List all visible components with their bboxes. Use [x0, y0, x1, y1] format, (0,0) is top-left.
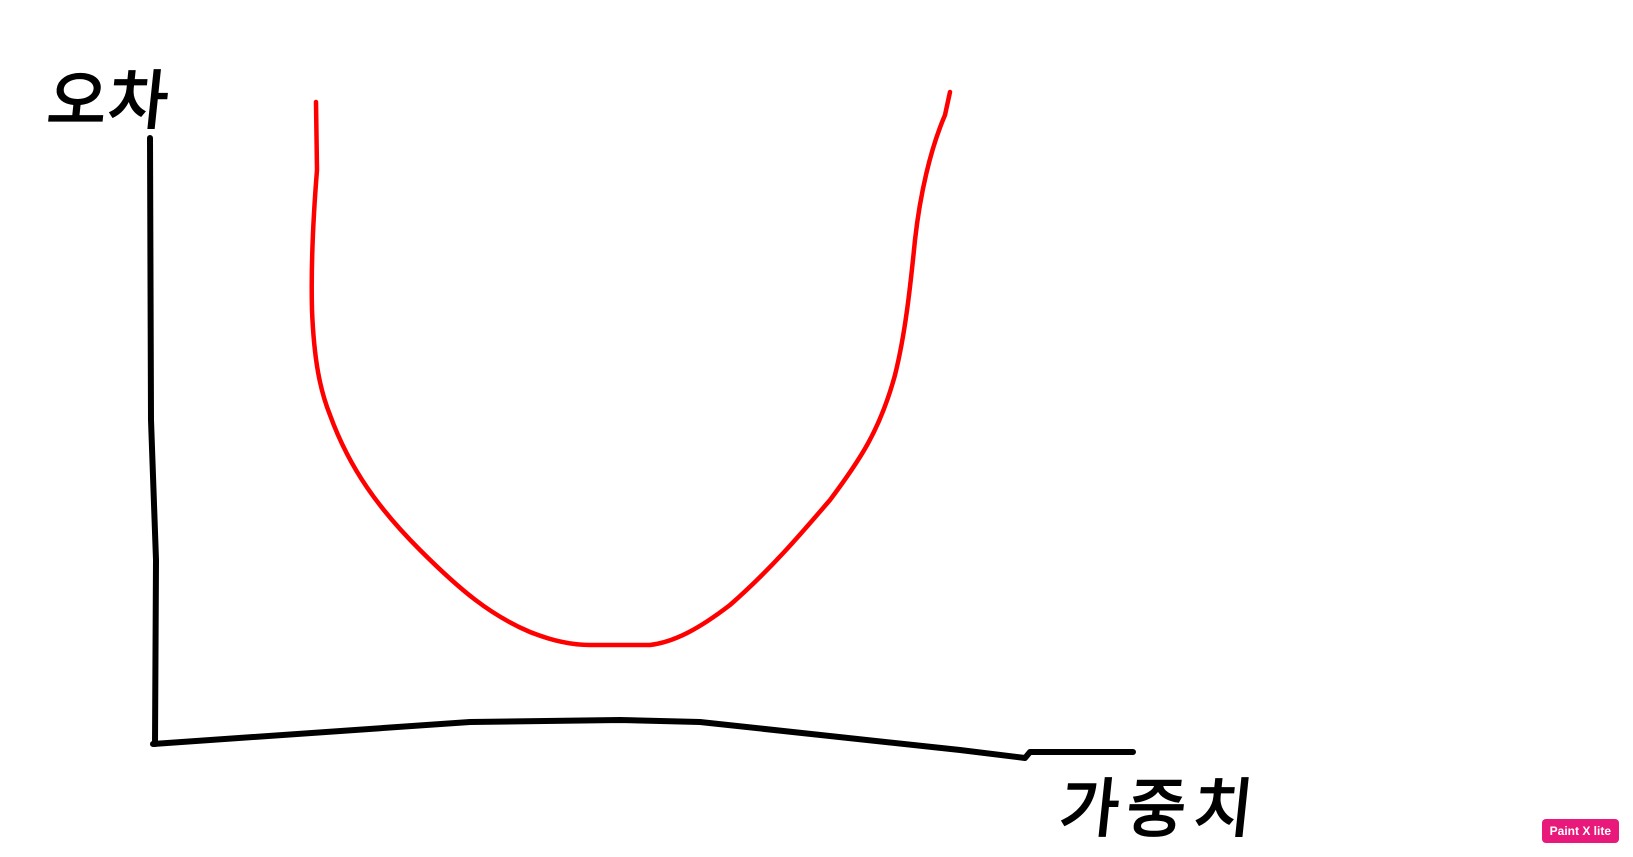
y-axis: [147, 135, 159, 747]
watermark-badge: Paint X lite: [1541, 819, 1619, 843]
y-axis-label: 오차: [44, 65, 174, 139]
error-curve: [309, 89, 953, 648]
x-axis: [150, 717, 1136, 761]
x-axis-label: 가중치: [1056, 773, 1265, 847]
